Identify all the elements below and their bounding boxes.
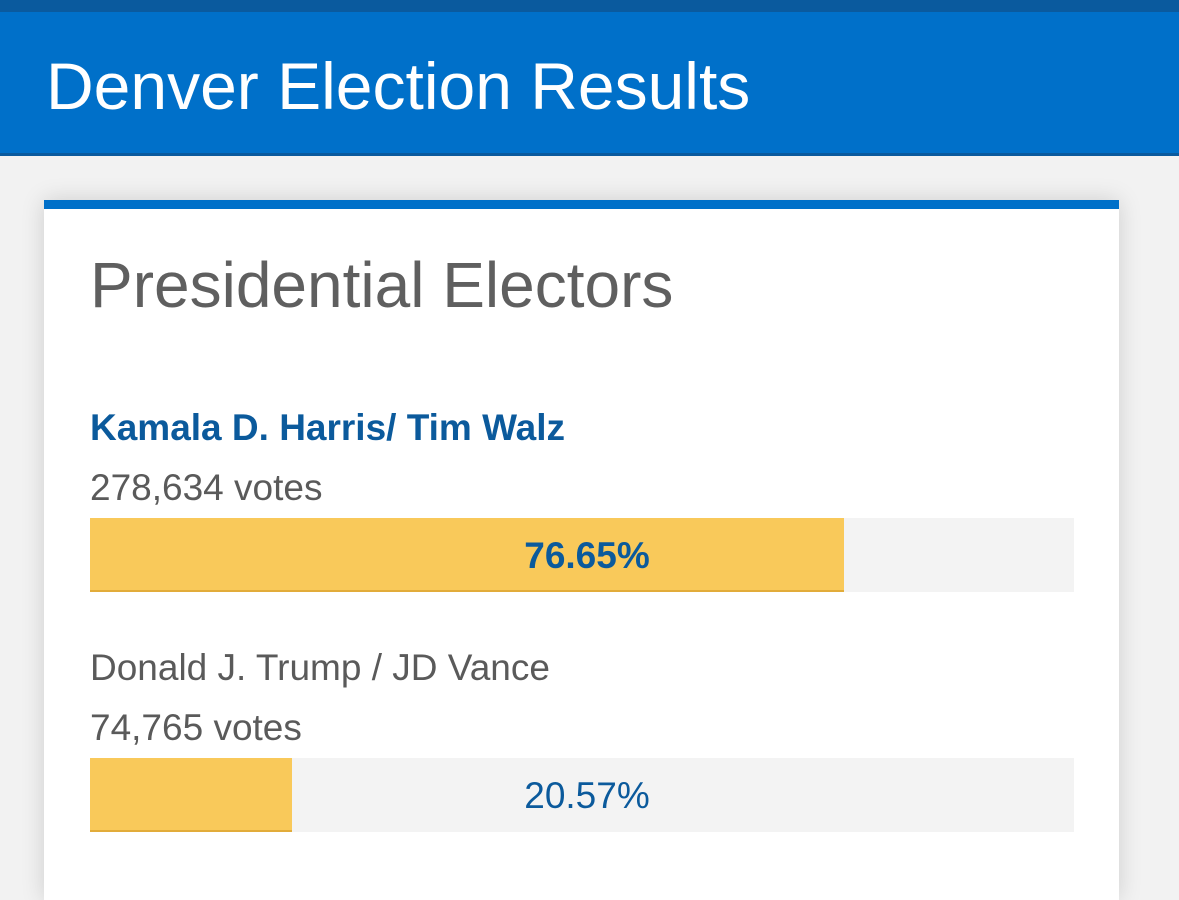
candidate-name: Donald J. Trump / JD Vance	[90, 647, 550, 688]
candidate-name: Kamala D. Harris/ Tim Walz	[90, 407, 566, 448]
candidate-row-harris: Kamala D. Harris/ Tim Walz 278,634 votes…	[90, 406, 1074, 592]
candidate-votes: 278,634 votes	[90, 467, 323, 508]
vote-bar-fill	[90, 518, 845, 592]
contest-card: Presidential Electors Kamala D. Harris/ …	[44, 200, 1119, 900]
page-title: Denver Election Results	[46, 49, 751, 123]
candidate-row-trump: Donald J. Trump / JD Vance 74,765 votes …	[90, 646, 1074, 832]
vote-bar-fill	[90, 758, 293, 832]
vote-percent: 20.57%	[524, 775, 650, 816]
candidate-votes: 74,765 votes	[90, 707, 302, 748]
top-strip	[0, 0, 1179, 12]
contest-title: Presidential Electors	[90, 249, 674, 321]
vote-bar-track: 20.57%	[90, 758, 1074, 832]
vote-percent: 76.65%	[524, 535, 650, 576]
header-bar: Denver Election Results	[0, 12, 1179, 156]
vote-bar-track: 76.65%	[90, 518, 1074, 592]
